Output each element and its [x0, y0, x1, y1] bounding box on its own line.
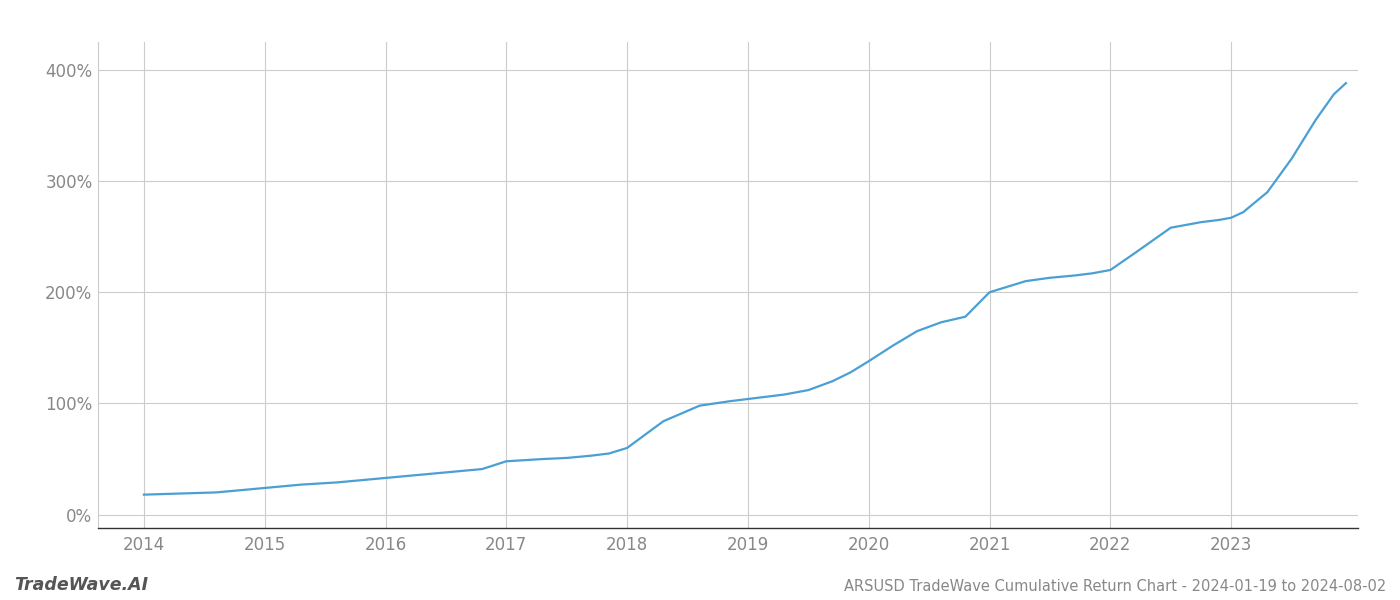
Text: TradeWave.AI: TradeWave.AI — [14, 576, 148, 594]
Text: ARSUSD TradeWave Cumulative Return Chart - 2024-01-19 to 2024-08-02: ARSUSD TradeWave Cumulative Return Chart… — [844, 579, 1386, 594]
